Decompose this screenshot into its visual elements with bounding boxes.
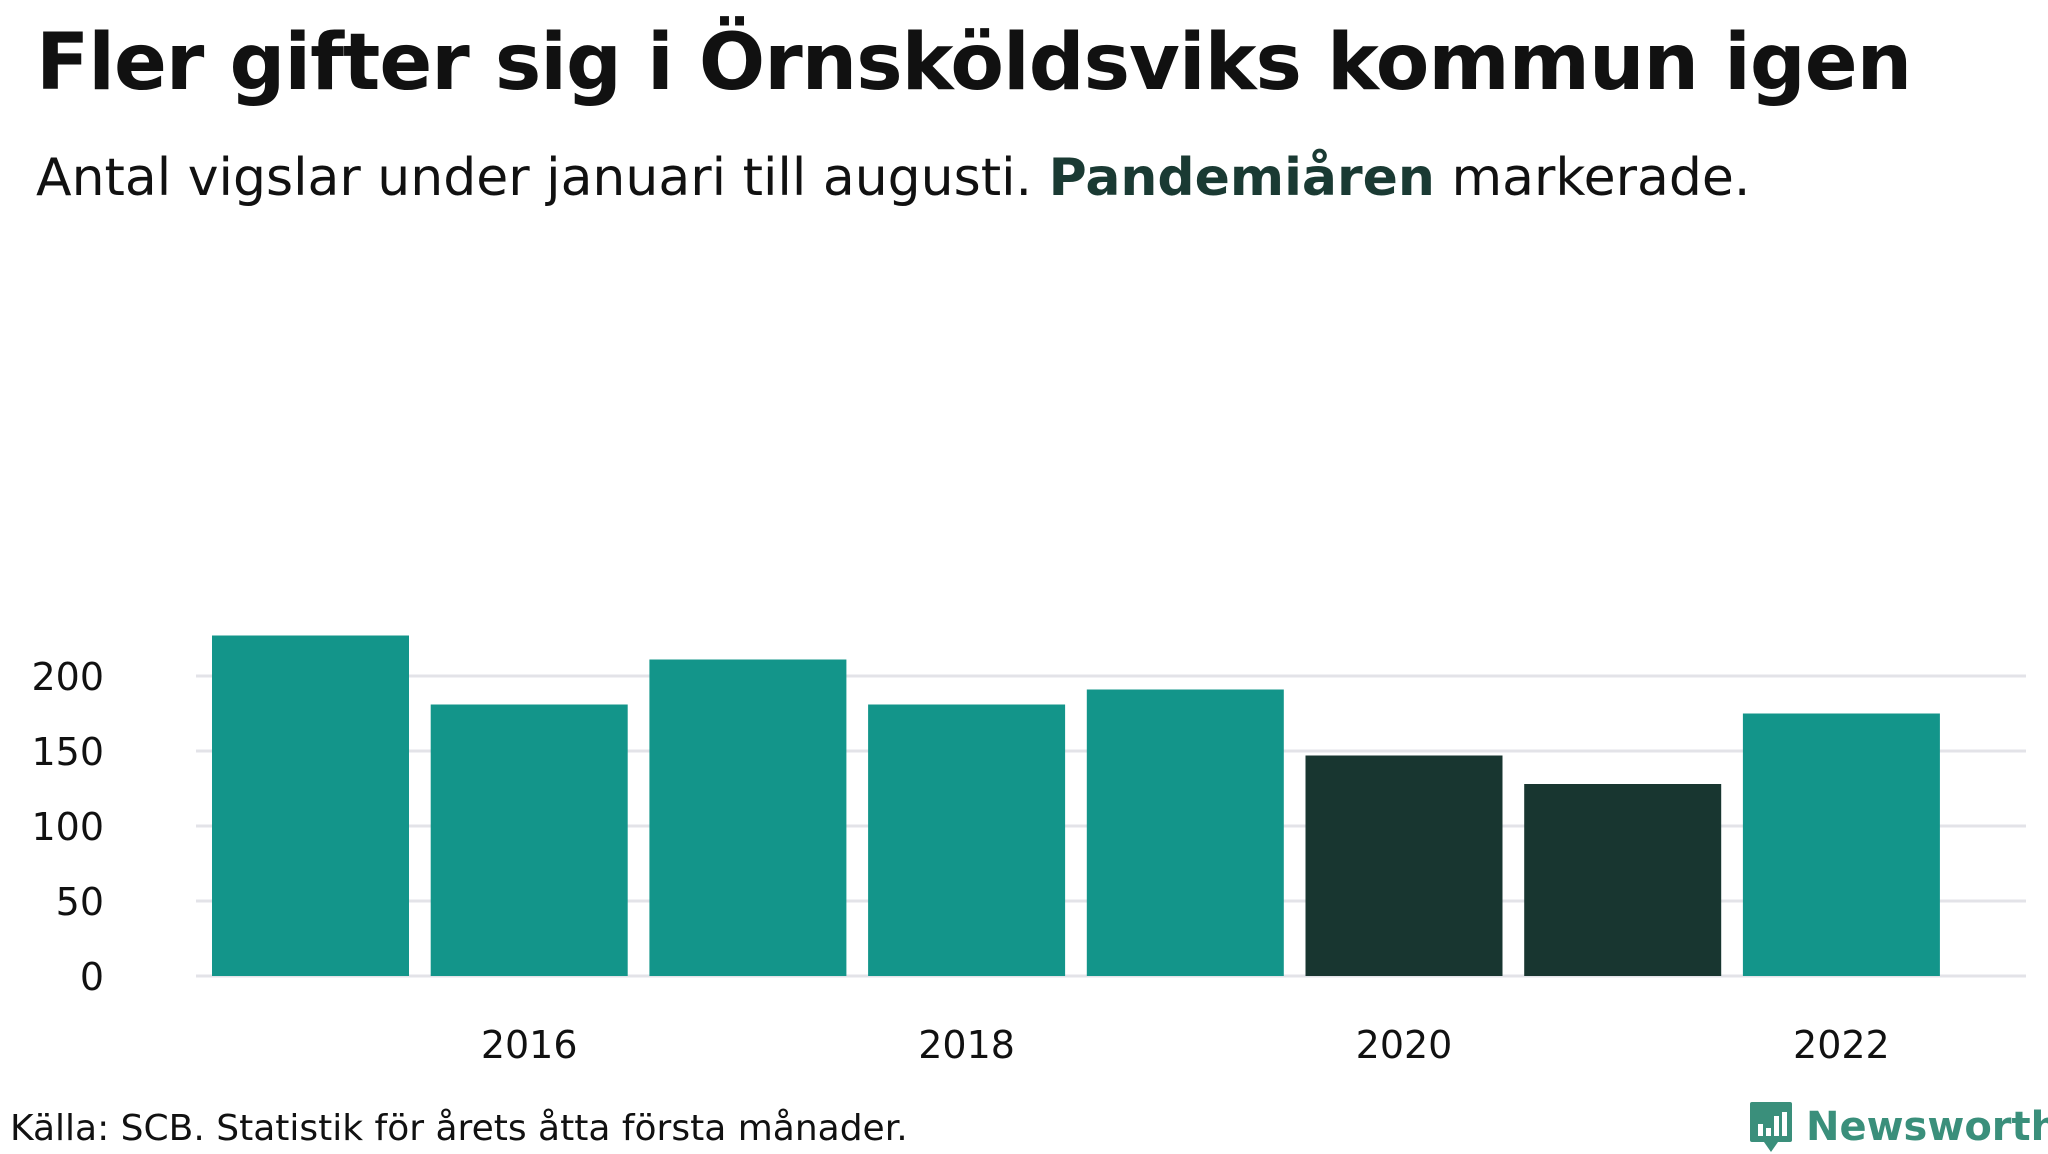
y-tick-label-150: 150 <box>31 730 104 774</box>
x-tick-label-2020: 2020 <box>1356 1023 1453 1067</box>
bar-2018 <box>868 704 1066 976</box>
bars <box>212 635 1940 976</box>
subtitle-suffix: markerade. <box>1434 148 1751 208</box>
x-tick-label-2016: 2016 <box>481 1023 578 1067</box>
bar-2019 <box>1086 689 1284 976</box>
subtitle-highlight: Pandemiåren <box>1048 148 1435 208</box>
bar-2016 <box>430 704 628 976</box>
newsworthy-logo: Newsworthy <box>1748 1100 2048 1154</box>
bar-2021 <box>1524 784 1722 976</box>
x-tick-label-2022: 2022 <box>1793 1023 1890 1067</box>
y-axis-ticks: 0 50 100 150 200 <box>31 655 104 999</box>
x-tick-label-2018: 2018 <box>918 1023 1015 1067</box>
y-tick-label-50: 50 <box>56 880 104 924</box>
brand-name: Newsworthy <box>1806 1104 2048 1150</box>
y-tick-label-100: 100 <box>31 805 104 849</box>
chart-subtitle: Antal vigslar under januari till augusti… <box>36 148 1750 208</box>
bar-2022 <box>1742 713 1940 976</box>
chart-title: Fler gifter sig i Örnsköldsviks kommun i… <box>36 18 1912 108</box>
subtitle-text: Antal vigslar under januari till augusti… <box>36 148 1049 208</box>
bar-chart: 0 50 100 150 200 2016 2018 2020 2022 <box>31 635 2026 1067</box>
x-axis-ticks: 2016 2018 2020 2022 <box>481 1023 1890 1067</box>
source-note: Källa: SCB. Statistik för årets åtta för… <box>10 1108 908 1149</box>
bar-2015 <box>212 635 409 976</box>
y-tick-label-200: 200 <box>31 655 104 699</box>
bar-2020 <box>1305 755 1503 976</box>
newsworthy-chart-icon <box>1750 1102 1792 1152</box>
bar-2017 <box>649 659 847 976</box>
y-tick-label-0: 0 <box>80 955 104 999</box>
